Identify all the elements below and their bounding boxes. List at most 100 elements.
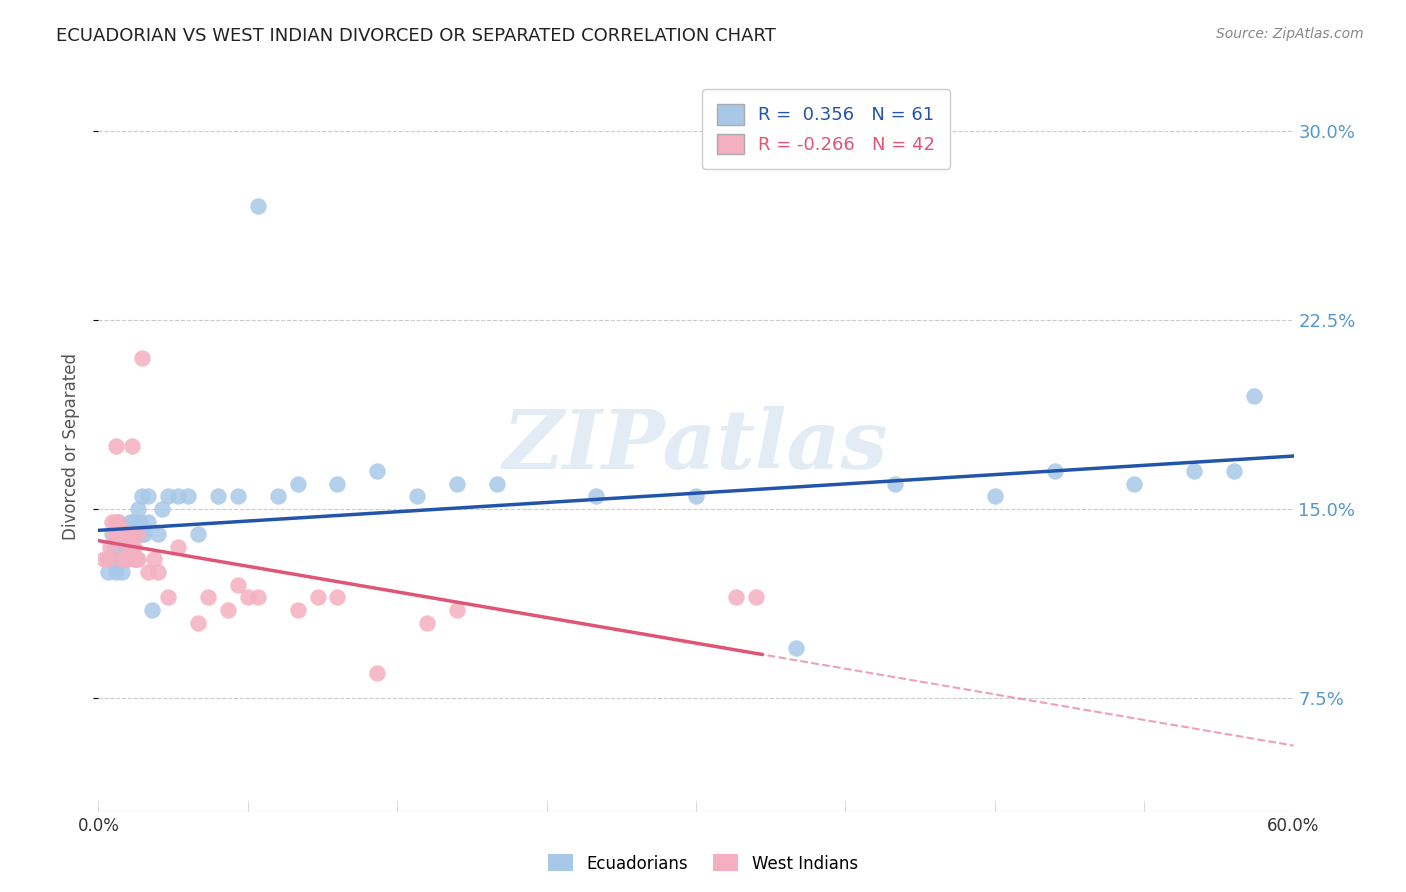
Point — [105, 439, 128, 453]
Point — [97, 552, 120, 566]
Point — [103, 540, 125, 554]
Point — [112, 527, 135, 541]
Point — [111, 552, 134, 566]
Point — [585, 490, 607, 504]
Point — [134, 527, 156, 541]
Point — [97, 552, 120, 566]
Point — [226, 490, 249, 504]
Point — [446, 603, 468, 617]
Point — [107, 515, 129, 529]
Point — [125, 552, 148, 566]
Point — [125, 552, 148, 566]
Point — [446, 476, 468, 491]
Point — [1182, 464, 1205, 478]
Point — [115, 527, 138, 541]
Point — [115, 540, 138, 554]
Point — [127, 552, 149, 566]
Point — [131, 527, 153, 541]
Point — [785, 640, 807, 655]
Point — [884, 476, 907, 491]
Point — [111, 565, 134, 579]
Point — [148, 565, 170, 579]
Point — [120, 527, 142, 541]
Point — [187, 527, 209, 541]
Point — [246, 591, 269, 605]
Point — [416, 615, 439, 630]
Point — [124, 552, 146, 566]
Point — [167, 490, 190, 504]
Point — [117, 527, 139, 541]
Point — [1243, 388, 1265, 402]
Point — [131, 351, 153, 365]
Point — [246, 199, 269, 213]
Point — [197, 591, 219, 605]
Point — [724, 591, 747, 605]
Point — [107, 540, 129, 554]
Point — [117, 527, 139, 541]
Point — [406, 490, 429, 504]
Point — [121, 439, 143, 453]
Point — [1043, 464, 1066, 478]
Point — [107, 552, 129, 566]
Point — [745, 591, 768, 605]
Point — [127, 502, 149, 516]
Point — [131, 490, 153, 504]
Point — [117, 540, 139, 554]
Point — [177, 490, 200, 504]
Point — [117, 552, 139, 566]
Point — [157, 490, 180, 504]
Point — [150, 502, 173, 516]
Point — [93, 552, 115, 566]
Point — [120, 515, 142, 529]
Point — [101, 515, 124, 529]
Point — [267, 490, 290, 504]
Point — [120, 527, 142, 541]
Point — [112, 552, 135, 566]
Point — [98, 540, 122, 554]
Point — [124, 540, 146, 554]
Point — [141, 603, 163, 617]
Point — [485, 476, 508, 491]
Point — [136, 565, 159, 579]
Point — [187, 615, 209, 630]
Point — [105, 515, 128, 529]
Point — [121, 540, 143, 554]
Text: Source: ZipAtlas.com: Source: ZipAtlas.com — [1216, 27, 1364, 41]
Point — [136, 515, 159, 529]
Text: ZIPatlas: ZIPatlas — [503, 406, 889, 486]
Point — [143, 552, 166, 566]
Point — [217, 603, 239, 617]
Point — [326, 591, 349, 605]
Point — [107, 515, 129, 529]
Point — [1223, 464, 1246, 478]
Point — [112, 540, 135, 554]
Point — [326, 476, 349, 491]
Point — [121, 527, 143, 541]
Point — [287, 476, 309, 491]
Point — [307, 591, 329, 605]
Text: ECUADORIAN VS WEST INDIAN DIVORCED OR SEPARATED CORRELATION CHART: ECUADORIAN VS WEST INDIAN DIVORCED OR SE… — [56, 27, 776, 45]
Point — [1123, 476, 1146, 491]
Point — [148, 527, 170, 541]
Point — [124, 527, 146, 541]
Point — [207, 490, 229, 504]
Point — [105, 527, 128, 541]
Point — [287, 603, 309, 617]
Point — [101, 527, 124, 541]
Point — [685, 490, 707, 504]
Y-axis label: Divorced or Separated: Divorced or Separated — [62, 352, 80, 540]
Point — [366, 464, 388, 478]
Point — [117, 540, 139, 554]
Point — [136, 490, 159, 504]
Point — [157, 591, 180, 605]
Point — [236, 591, 259, 605]
Point — [129, 515, 152, 529]
Point — [127, 527, 149, 541]
Point — [111, 552, 134, 566]
Point — [226, 578, 249, 592]
Legend: Ecuadorians, West Indians: Ecuadorians, West Indians — [541, 847, 865, 880]
Point — [112, 552, 135, 566]
Point — [366, 665, 388, 680]
Point — [124, 515, 146, 529]
Point — [103, 552, 125, 566]
